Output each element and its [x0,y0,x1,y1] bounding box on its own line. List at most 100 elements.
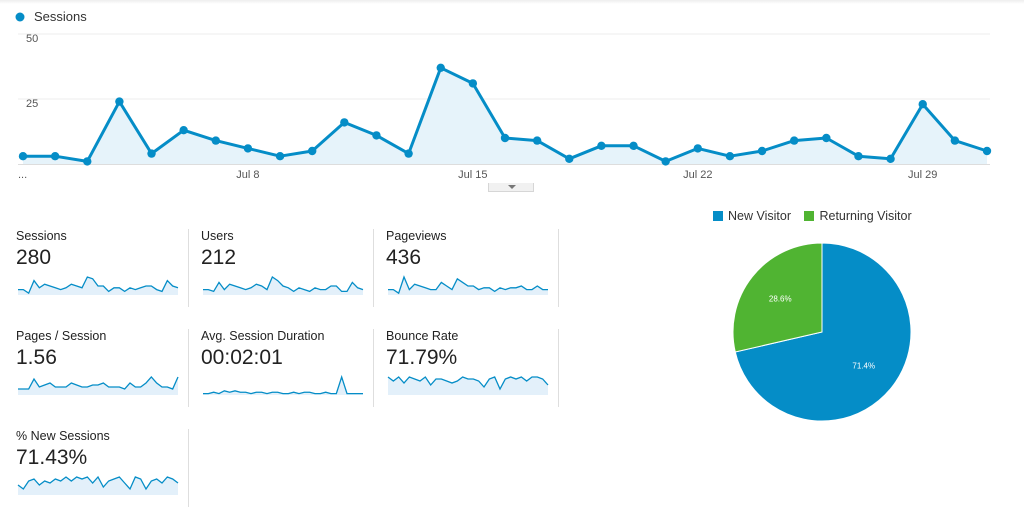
pie-legend-label: New Visitor [728,209,791,223]
metric-value: 436 [386,246,422,269]
metric-users[interactable]: Users 212 [201,229,374,307]
pie-slice-new-visitor[interactable] [734,242,912,422]
visitor-pie-chart: 71.4% 28.6% [732,242,912,422]
chart-grid [18,33,990,165]
data-point[interactable] [340,118,349,127]
metric-label: % New Sessions [16,429,110,443]
metric-label: Pages / Session [16,329,107,343]
metric-bounce-rate[interactable]: Bounce Rate 71.79% [386,329,559,407]
data-point[interactable] [757,146,767,156]
sparkline-line [388,275,548,295]
data-point[interactable] [18,152,28,161]
legend-label-sessions: Sessions [34,9,87,24]
data-point[interactable] [500,133,510,143]
metric-value: 71.43% [16,446,88,469]
data-point[interactable] [115,97,124,106]
metric-sparkline [203,276,364,295]
data-point[interactable] [661,157,670,166]
data-point[interactable] [725,152,735,161]
sparkline-line [203,374,363,395]
sparkline-line [18,376,179,390]
data-point[interactable] [404,149,413,158]
data-point[interactable] [693,144,702,153]
data-point[interactable] [982,146,992,156]
pie-value-label: 28.6% [769,295,792,304]
chevron-down-icon [508,185,516,189]
x-tick-label: Jul 8 [236,169,259,181]
metric-sparkline [18,276,179,295]
metric-sessions[interactable]: Sessions 280 [16,229,189,307]
pie-legend-label: Returning Visitor [819,209,912,223]
metric-sparkline [203,374,363,395]
sparkline-line [17,475,179,491]
data-point[interactable] [532,136,542,145]
metric-label: Users [201,229,234,243]
chart-points [18,63,992,166]
data-point[interactable] [372,131,381,140]
metric-new-sessions[interactable]: % New Sessions 71.43% [16,429,189,507]
data-point[interactable] [629,141,638,150]
pie-legend-item-returning[interactable]: Returning Visitor [804,209,912,223]
x-tick-label: Jul 29 [908,169,937,181]
x-tick-label: ... [18,169,27,181]
data-point[interactable] [854,152,863,161]
metric-label: Sessions [16,229,67,243]
sessions-line-chart: Sessions 50 25 ... Jul 8 Jul 15 Jul 22 Jul 29 [15,9,992,181]
pie-legend-item-new[interactable]: New Visitor [713,209,791,223]
data-point[interactable] [147,149,156,158]
data-point[interactable] [436,63,445,72]
y-axis: 50 25 [26,33,38,110]
data-point[interactable] [597,141,606,150]
metric-pages-session[interactable]: Pages / Session 1.56 [16,329,189,407]
pie-slice-returning-visitor[interactable] [732,242,823,353]
metric-sparkline [387,376,549,395]
metric-label: Pageviews [386,229,447,243]
data-point[interactable] [822,133,831,143]
pie-legend: New Visitor Returning Visitor [713,209,922,223]
metric-sparkline [388,275,548,295]
metric-label: Bounce Rate [386,329,459,343]
data-point[interactable] [886,154,895,163]
metric-value: 280 [16,246,52,269]
metric-sparkline [17,475,179,495]
metric-value: 71.79% [386,346,458,369]
sparkline-line [203,276,364,293]
collapse-chart-button[interactable] [488,183,534,192]
metric-value: 00:02:01 [201,346,283,369]
legend-swatch-new [713,211,723,221]
data-point[interactable] [308,146,317,156]
data-point[interactable] [950,136,960,145]
top-shadow [0,0,1024,4]
x-tick-label: Jul 22 [683,169,712,181]
data-point[interactable] [50,152,60,161]
metric-label: Avg. Session Duration [201,329,325,343]
data-point[interactable] [243,144,253,153]
data-point[interactable] [790,136,799,145]
x-tick-label: Jul 15 [458,169,487,181]
sparkline-line [387,376,549,391]
y-tick-label: 25 [26,98,38,110]
sparkline-line [18,276,179,295]
legend-dot-sessions [15,12,25,22]
data-point[interactable] [179,126,188,135]
data-point[interactable] [468,79,478,88]
chart-legend[interactable]: Sessions [15,9,88,24]
data-point[interactable] [83,157,92,166]
data-point[interactable] [918,100,927,109]
data-point[interactable] [565,154,574,163]
y-tick-label: 50 [26,33,38,45]
metric-value: 1.56 [16,346,57,369]
data-point[interactable] [275,152,285,161]
sparkline-fill [18,477,178,495]
metric-value: 212 [201,246,237,269]
metric-pageviews[interactable]: Pageviews 436 [386,229,559,307]
sparkline-fill [18,377,178,395]
legend-swatch-returning [804,211,815,221]
sessions-area-fill [23,67,987,164]
chart-area [23,66,988,164]
x-axis: ... Jul 8 Jul 15 Jul 22 Jul 29 [18,169,937,181]
metric-sparkline [18,376,179,395]
metric-avg-session-duration[interactable]: Avg. Session Duration 00:02:01 [201,329,374,407]
data-point[interactable] [211,136,220,145]
pie-value-label: 71.4% [852,361,875,370]
